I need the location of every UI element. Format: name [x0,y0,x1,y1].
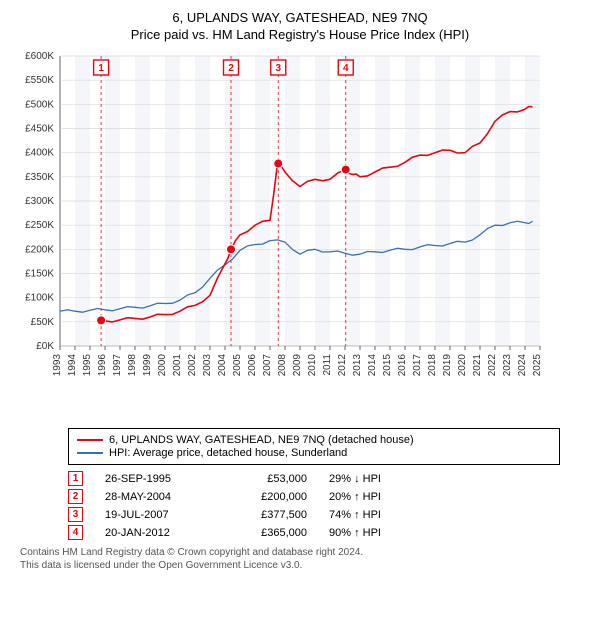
sale-marker-3: 3 [68,507,83,522]
legend-swatch-hpi [77,452,103,454]
svg-text:£50K: £50K [31,317,55,328]
sale-price: £200,000 [227,491,307,503]
legend-label-hpi: HPI: Average price, detached house, Sund… [109,447,347,459]
svg-text:2015: 2015 [382,354,393,377]
sale-delta: 29% ↓ HPI [329,473,419,485]
svg-text:2017: 2017 [412,354,423,377]
footer-attribution: Contains HM Land Registry data © Crown c… [20,546,590,572]
svg-text:2021: 2021 [472,354,483,377]
svg-text:2023: 2023 [502,354,513,377]
svg-text:£500K: £500K [25,99,54,110]
svg-text:3: 3 [275,63,281,74]
svg-text:£100K: £100K [25,293,54,304]
sale-date: 20-JAN-2012 [105,527,205,539]
svg-text:2001: 2001 [172,354,183,377]
svg-text:2013: 2013 [352,354,363,377]
svg-text:2007: 2007 [262,354,273,377]
svg-text:£0K: £0K [36,341,54,352]
sale-delta: 20% ↑ HPI [329,491,419,503]
svg-text:£550K: £550K [25,75,54,86]
svg-text:2005: 2005 [232,354,243,377]
sale-delta: 74% ↑ HPI [329,509,419,521]
price-chart: £0K £50K £100K £150K £200K £250K £300K £350K £40… [10,50,590,420]
svg-text:£150K: £150K [25,269,54,280]
svg-text:£250K: £250K [25,220,54,231]
svg-text:£200K: £200K [25,244,54,255]
legend: 6, UPLANDS WAY, GATESHEAD, NE9 7NQ (deta… [68,428,560,465]
svg-text:2003: 2003 [202,354,213,377]
sale-date: 19-JUL-2007 [105,509,205,521]
svg-text:1998: 1998 [127,354,138,377]
svg-text:2009: 2009 [292,354,303,377]
sale-row: 3 19-JUL-2007 £377,500 74% ↑ HPI [68,507,590,522]
svg-text:1: 1 [98,63,104,74]
legend-label-property: 6, UPLANDS WAY, GATESHEAD, NE9 7NQ (deta… [109,434,414,446]
svg-text:2016: 2016 [397,354,408,377]
svg-text:1993: 1993 [52,354,63,377]
svg-text:4: 4 [343,63,349,74]
sale-price: £53,000 [227,473,307,485]
svg-text:1995: 1995 [82,354,93,377]
sale-marker-2: 2 [68,489,83,504]
svg-text:2002: 2002 [187,354,198,377]
sales-table: 1 26-SEP-1995 £53,000 29% ↓ HPI 2 28-MAY-2004… [68,471,590,540]
svg-text:2: 2 [228,63,234,74]
chart-title: 6, UPLANDS WAY, GATESHEAD, NE9 7NQ [10,10,590,25]
svg-text:2012: 2012 [337,354,348,377]
svg-text:1997: 1997 [112,354,123,377]
svg-text:2020: 2020 [457,354,468,377]
svg-text:1999: 1999 [142,354,153,377]
sale-row: 4 20-JAN-2012 £365,000 90% ↑ HPI [68,525,590,540]
svg-text:2004: 2004 [217,354,228,377]
svg-text:£350K: £350K [25,172,54,183]
svg-text:2024: 2024 [517,354,528,377]
svg-text:2019: 2019 [442,354,453,377]
svg-text:2022: 2022 [487,354,498,377]
sale-marker-1: 1 [68,471,83,486]
svg-text:2006: 2006 [247,354,258,377]
svg-text:£450K: £450K [25,124,54,135]
svg-text:2018: 2018 [427,354,438,377]
svg-text:2014: 2014 [367,354,378,377]
sale-date: 28-MAY-2004 [105,491,205,503]
svg-text:1994: 1994 [67,354,78,377]
sale-price: £365,000 [227,527,307,539]
legend-swatch-property [77,439,103,441]
chart-subtitle: Price paid vs. HM Land Registry's House … [10,27,590,42]
svg-text:£600K: £600K [25,51,54,62]
svg-text:2010: 2010 [307,354,318,377]
sale-row: 2 28-MAY-2004 £200,000 20% ↑ HPI [68,489,590,504]
svg-text:1996: 1996 [97,354,108,377]
sale-date: 26-SEP-1995 [105,473,205,485]
svg-text:2011: 2011 [322,354,333,376]
sale-row: 1 26-SEP-1995 £53,000 29% ↓ HPI [68,471,590,486]
sale-price: £377,500 [227,509,307,521]
svg-text:2025: 2025 [532,354,543,377]
svg-text:£300K: £300K [25,196,54,207]
svg-text:2000: 2000 [157,354,168,377]
svg-text:2008: 2008 [277,354,288,377]
sale-marker-4: 4 [68,525,83,540]
sale-delta: 90% ↑ HPI [329,527,419,539]
svg-text:£400K: £400K [25,148,54,159]
